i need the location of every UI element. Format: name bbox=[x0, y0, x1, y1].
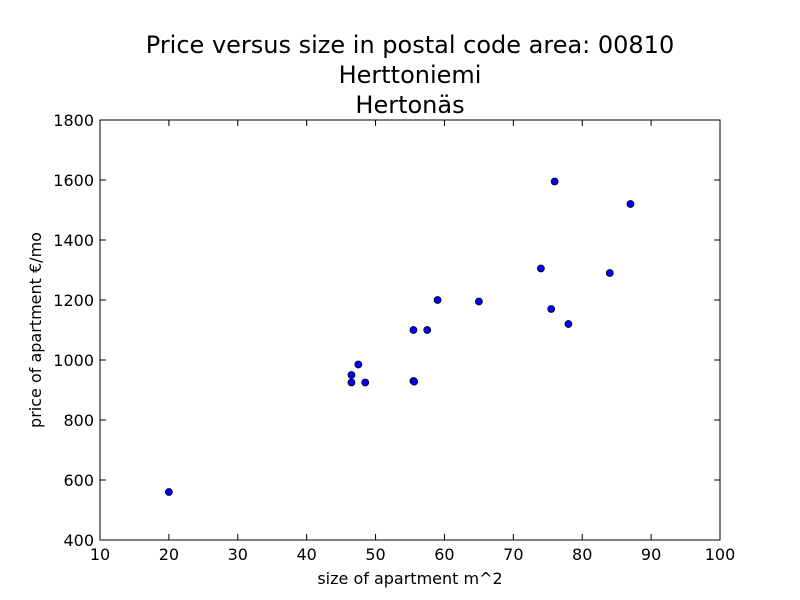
x-axis-label: size of apartment m^2 bbox=[317, 569, 502, 588]
y-axis-ticks: 400 600 800 1000 1200 1400 1600 1800 bbox=[53, 111, 720, 550]
data-point bbox=[361, 378, 370, 387]
y-tick-label: 1400 bbox=[53, 231, 94, 250]
y-tick-label: 600 bbox=[63, 471, 94, 490]
x-axis-ticks: 10 20 30 40 50 60 70 80 90 100 bbox=[90, 120, 735, 564]
y-tick-label: 400 bbox=[63, 531, 94, 550]
data-point bbox=[409, 326, 418, 334]
x-tick-label: 90 bbox=[641, 545, 661, 564]
data-point bbox=[550, 177, 559, 186]
y-tick-label: 1800 bbox=[53, 111, 94, 130]
data-point bbox=[605, 269, 614, 277]
data-point bbox=[474, 297, 483, 306]
chart-title-line-2: Herttoniemi bbox=[339, 61, 482, 89]
data-point bbox=[347, 378, 356, 387]
data-point bbox=[564, 320, 573, 328]
chart-title: Price versus size in postal code area: 0… bbox=[146, 31, 674, 119]
data-point bbox=[410, 377, 419, 386]
y-tick-label: 1000 bbox=[53, 351, 94, 370]
x-tick-label: 80 bbox=[572, 545, 592, 564]
chart-title-line-3: Hertonäs bbox=[355, 91, 464, 119]
x-tick-label: 50 bbox=[365, 545, 385, 564]
data-point bbox=[536, 264, 545, 273]
y-tick-label: 1200 bbox=[53, 291, 94, 310]
data-points bbox=[164, 177, 635, 496]
y-tick-label: 1600 bbox=[53, 171, 94, 190]
x-tick-label: 100 bbox=[705, 545, 736, 564]
data-point bbox=[423, 326, 432, 334]
data-point bbox=[164, 488, 173, 496]
data-point bbox=[347, 371, 356, 379]
y-axis-label: price of apartment €/mo bbox=[26, 232, 45, 428]
x-tick-label: 20 bbox=[159, 545, 179, 564]
data-point bbox=[354, 360, 363, 369]
x-tick-label: 40 bbox=[296, 545, 316, 564]
data-point bbox=[433, 296, 442, 304]
x-tick-label: 70 bbox=[503, 545, 523, 564]
x-tick-label: 10 bbox=[90, 545, 110, 564]
x-tick-label: 30 bbox=[228, 545, 248, 564]
data-point bbox=[547, 305, 556, 313]
chart-title-line-1: Price versus size in postal code area: 0… bbox=[146, 31, 674, 59]
y-tick-label: 800 bbox=[63, 411, 94, 430]
data-point bbox=[626, 200, 635, 208]
x-tick-label: 60 bbox=[434, 545, 454, 564]
